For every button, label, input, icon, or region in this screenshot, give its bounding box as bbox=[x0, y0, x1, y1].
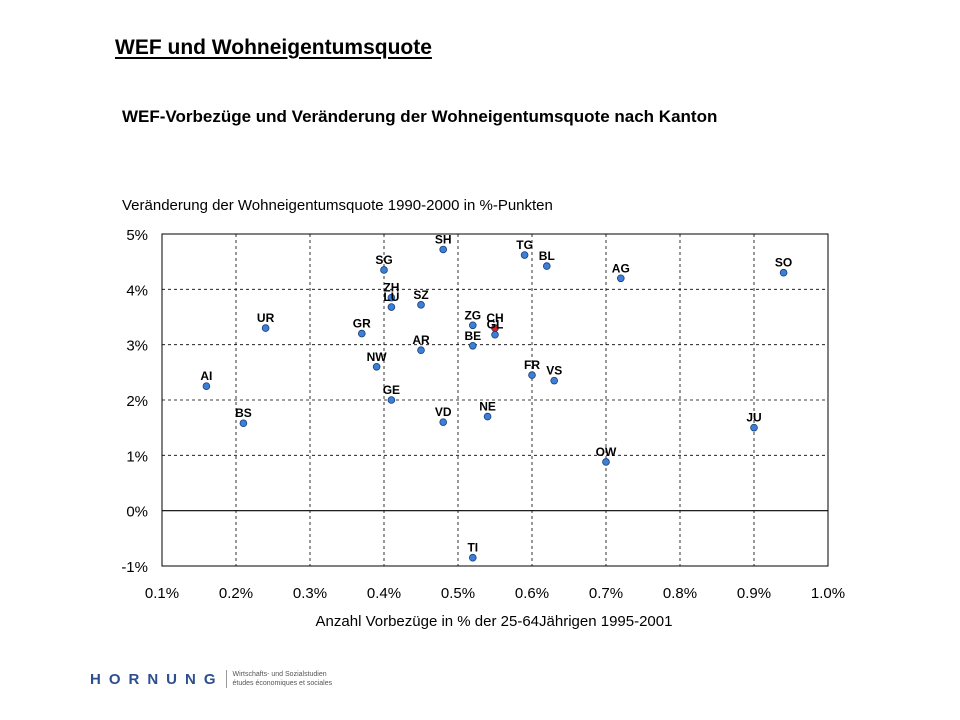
data-point-ar bbox=[417, 346, 425, 355]
y-tick-label: 4% bbox=[126, 282, 148, 299]
x-tick-label: 0.1% bbox=[145, 585, 179, 602]
x-tick-label: 0.2% bbox=[219, 585, 253, 602]
slide-title: WEF und Wohneigentumsquote bbox=[115, 36, 432, 59]
x-tick-label: 0.8% bbox=[663, 585, 697, 602]
data-point-vd bbox=[439, 418, 448, 426]
logo-subtitle-line1: Wirtschafts- und Sozialstudien bbox=[232, 671, 327, 678]
data-label-ow: OW bbox=[596, 445, 617, 459]
data-point-ai bbox=[202, 382, 211, 390]
y-tick-label: 3% bbox=[126, 338, 148, 355]
data-label-zh: ZH bbox=[383, 281, 399, 295]
data-label-ti: TI bbox=[467, 541, 478, 555]
data-point-ne bbox=[483, 412, 492, 421]
data-point-gl bbox=[491, 330, 499, 339]
y-tick-label: 0% bbox=[126, 504, 148, 521]
hornung-logo: HORNUNG Wirtschafts- und Sozialstudien é… bbox=[90, 670, 332, 688]
data-label-gr: GR bbox=[353, 317, 371, 331]
data-point-zg bbox=[468, 321, 477, 330]
data-point-sh bbox=[439, 245, 448, 254]
data-point-ti bbox=[468, 553, 477, 562]
data-label-gl: GL bbox=[487, 318, 504, 332]
y-axis-label: Veränderung der Wohneigentumsquote 1990-… bbox=[122, 197, 553, 214]
data-label-sg: SG bbox=[375, 253, 392, 267]
y-tick-label: 5% bbox=[126, 227, 148, 244]
x-tick-label: 0.9% bbox=[737, 585, 771, 602]
data-label-so: SO bbox=[775, 256, 792, 270]
data-point-ju bbox=[750, 423, 758, 432]
data-point-ag bbox=[616, 274, 625, 283]
data-label-bl: BL bbox=[539, 249, 555, 263]
logo-wordmark: HORNUNG bbox=[90, 670, 224, 688]
x-tick-label: 0.3% bbox=[293, 585, 327, 602]
data-label-tg: TG bbox=[516, 238, 533, 252]
x-tick-label: 0.4% bbox=[367, 585, 401, 602]
data-point-be bbox=[468, 341, 477, 350]
y-tick-label: 2% bbox=[126, 393, 148, 410]
y-tick-label: -1% bbox=[121, 559, 148, 576]
data-point-ge bbox=[387, 396, 396, 404]
data-point-ow bbox=[602, 458, 610, 466]
logo-subtitle: Wirtschafts- und Sozialstudien études éc… bbox=[233, 670, 333, 688]
data-label-ai: AI bbox=[200, 369, 212, 383]
data-point-nw bbox=[372, 362, 381, 371]
data-label-ag: AG bbox=[612, 261, 630, 275]
data-label-be: BE bbox=[464, 329, 481, 343]
data-label-zg: ZG bbox=[464, 308, 481, 322]
data-label-sz: SZ bbox=[413, 288, 428, 302]
data-point-fr bbox=[528, 371, 536, 379]
data-point-sg bbox=[380, 266, 388, 274]
plot-area: 0.1% 0.2% 0.3% 0.4% 0.5% 0.6% 0.7% 0.8% 0.9% 1.0%… bbox=[121, 227, 845, 602]
data-point-bl bbox=[542, 262, 551, 270]
data-point-ur bbox=[261, 324, 270, 332]
scatter-chart: WEF-Vorbezüge und Veränderung der Wohnei… bbox=[121, 107, 845, 630]
data-label-lu: LU bbox=[383, 290, 399, 304]
data-label-ju: JU bbox=[746, 411, 761, 425]
data-point-zh bbox=[387, 293, 396, 302]
x-axis-label: Anzahl Vorbezüge in % der 25-64Jährigen … bbox=[316, 613, 673, 630]
x-tick-label: 1.0% bbox=[811, 585, 845, 602]
data-label-bs: BS bbox=[235, 406, 252, 420]
data-label-vs: VS bbox=[546, 364, 562, 378]
data-point-so bbox=[779, 268, 788, 277]
data-label-sh: SH bbox=[435, 232, 452, 246]
x-tick-label: 0.6% bbox=[515, 585, 549, 602]
data-label-ge: GE bbox=[383, 383, 400, 397]
y-tick-label: 1% bbox=[126, 448, 148, 465]
data-label-ur: UR bbox=[257, 311, 275, 325]
data-label-ch: CH bbox=[486, 311, 503, 325]
logo-subtitle-line2: études économiques et sociales bbox=[232, 680, 333, 687]
data-label-nw: NW bbox=[367, 350, 388, 364]
data-point-lu bbox=[387, 303, 396, 311]
data-point-sz bbox=[417, 301, 425, 309]
x-tick-label: 0.7% bbox=[589, 585, 623, 602]
data-point-tg bbox=[520, 251, 529, 259]
logo-divider bbox=[225, 670, 227, 688]
data-point-bs bbox=[239, 419, 248, 428]
chart-title: WEF-Vorbezüge und Veränderung der Wohnei… bbox=[122, 107, 717, 126]
data-label-fr: FR bbox=[524, 358, 540, 372]
data-label-ne: NE bbox=[479, 400, 496, 414]
data-label-ar: AR bbox=[412, 333, 430, 347]
data-point-gr bbox=[357, 329, 366, 338]
x-tick-label: 0.5% bbox=[441, 585, 475, 602]
data-label-vd: VD bbox=[435, 405, 452, 419]
data-point-vs bbox=[550, 376, 558, 385]
